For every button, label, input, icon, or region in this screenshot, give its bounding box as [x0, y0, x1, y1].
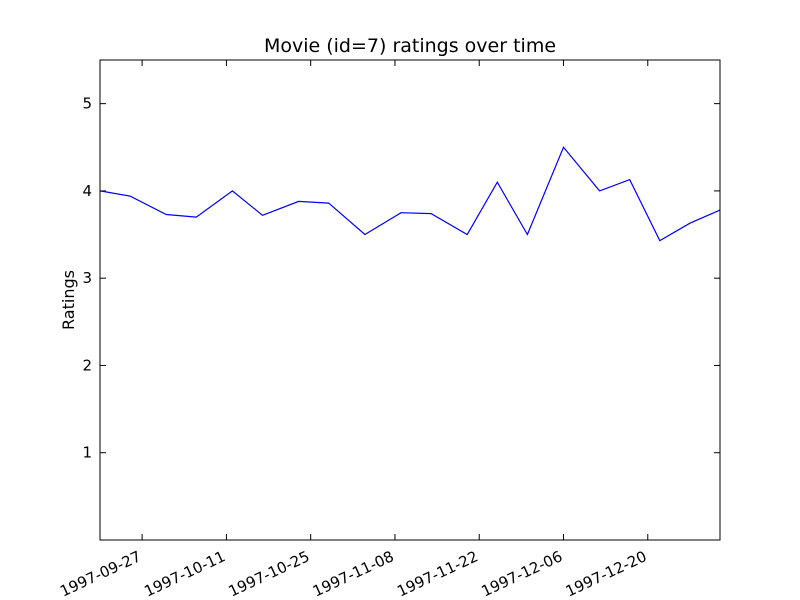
y-tick-label: 4 [82, 182, 92, 200]
chart-title: Movie (id=7) ratings over time [264, 35, 556, 57]
series-layer [99, 146, 721, 242]
plot-area-frame [99, 59, 721, 541]
y-tick-label: 1 [82, 444, 92, 462]
y-axis-title: Ratings [59, 270, 78, 330]
y-tick-label: 5 [82, 95, 92, 113]
y-tick-label: 3 [82, 269, 92, 287]
ratings-series-line [99, 146, 721, 242]
y-tick-label: 2 [82, 356, 92, 374]
